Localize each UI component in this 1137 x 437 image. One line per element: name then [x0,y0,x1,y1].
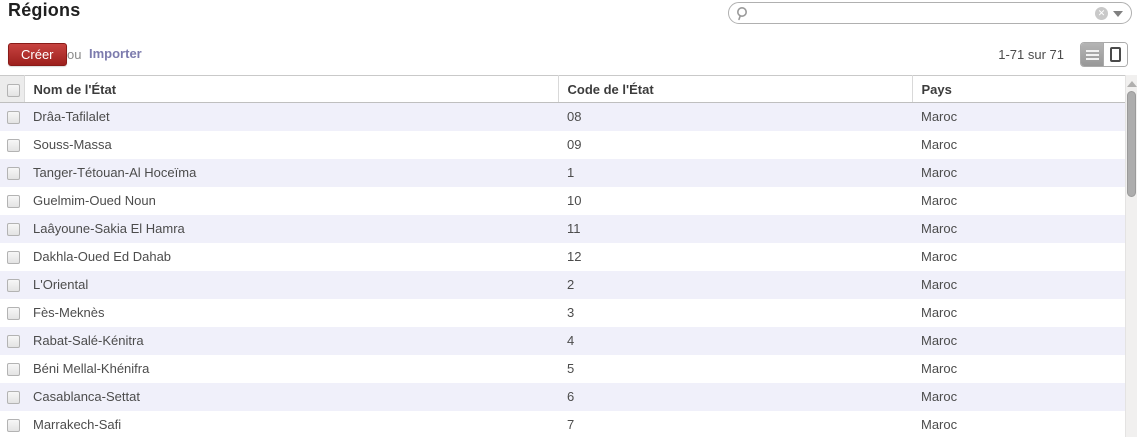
table-row[interactable]: Fès-Meknès 3 Maroc [0,299,1125,327]
cell-country[interactable]: Maroc [921,221,958,236]
table-row[interactable]: Casablanca-Settat 6 Maroc [0,382,1125,411]
table-row[interactable]: Tanger-Tétouan-Al Hoceïma 1 Maroc [0,158,1125,187]
row-checkbox[interactable] [7,391,20,405]
row-checkbox[interactable] [7,335,20,349]
form-view-button[interactable] [1104,43,1127,66]
table-row[interactable]: Rabat-Salé-Kénitra 4 Maroc [0,326,1125,355]
table-header-row: Nom de l'État Code de l'État Pays [0,75,1125,103]
cell-code[interactable]: 10 [567,193,582,208]
cell-country[interactable]: Maroc [921,249,958,264]
table-row[interactable]: Souss-Massa 09 Maroc [0,131,1125,159]
column-header-code[interactable]: Code de l'État [557,75,912,103]
row-checkbox[interactable] [7,111,20,125]
cell-country[interactable]: Maroc [921,165,958,180]
clear-search-icon[interactable]: ✕ [1095,6,1108,20]
cell-name[interactable]: Casablanca-Settat [33,389,140,404]
cell-name[interactable]: Guelmim-Oued Noun [33,193,156,208]
cell-country[interactable]: Maroc [921,137,958,152]
cell-code[interactable]: 08 [567,109,582,125]
list-view-icon [1085,49,1099,60]
cell-code[interactable]: 11 [567,221,581,236]
column-header-nom[interactable]: Nom de l'État [23,75,558,103]
cell-country[interactable]: Maroc [921,193,958,208]
cell-code[interactable]: 3 [567,305,575,320]
row-checkbox[interactable] [7,223,20,237]
cell-code[interactable]: 09 [567,137,582,152]
row-checkbox[interactable] [7,279,20,293]
cell-country[interactable]: Maroc [921,333,958,348]
cell-name[interactable]: Laâyoune-Sakia El Hamra [33,221,185,236]
cell-code[interactable]: 1 [567,165,575,180]
row-checkbox[interactable] [7,167,20,181]
cell-country[interactable]: Maroc [921,361,958,376]
list-table: Nom de l'État Code de l'État Pays Drâa-T… [0,75,1125,437]
column-header-pays[interactable]: Pays [911,75,1125,103]
row-checkbox[interactable] [7,307,20,321]
form-view-icon [1110,47,1121,62]
cell-code[interactable]: 4 [567,333,575,348]
search-icon [737,6,747,20]
view-switcher [1080,42,1128,67]
table-row[interactable]: Marrakech-Safi 7 Maroc [0,411,1125,437]
cell-name[interactable]: Marrakech-Safi [33,417,122,432]
cell-name[interactable]: Tanger-Tétouan-Al Hoceïma [33,165,197,180]
cell-name[interactable]: Drâa-Tafilalet [33,109,110,125]
search-options-caret-icon[interactable] [1113,11,1123,17]
cell-country[interactable]: Maroc [921,305,958,320]
scrollbar-thumb[interactable] [1127,91,1136,197]
row-checkbox[interactable] [7,195,20,209]
vertical-scrollbar[interactable] [1125,75,1137,437]
cell-code[interactable]: 7 [567,417,575,432]
row-checkbox[interactable] [7,139,20,153]
create-button[interactable]: Créer [8,43,67,66]
table-row[interactable]: Drâa-Tafilalet 08 Maroc [0,102,1125,131]
import-link[interactable]: Importer [89,46,142,61]
scrollbar-up-icon[interactable] [1127,81,1137,87]
row-checkbox[interactable] [7,363,20,377]
cell-name[interactable]: Fès-Meknès [33,305,105,320]
cell-code[interactable]: 2 [567,277,575,292]
cell-country[interactable]: Maroc [921,109,958,125]
cell-code[interactable]: 5 [567,361,575,376]
or-label: ou [67,47,82,62]
search-bar[interactable]: ✕ [728,2,1132,24]
table-row[interactable]: Béni Mellal-Khénifra 5 Maroc [0,355,1125,383]
table-row[interactable]: Dakhla-Oued Ed Dahab 12 Maroc [0,243,1125,271]
control-row: Créer ou Importer 1-71 sur 71 [0,42,1137,68]
cell-name[interactable]: Rabat-Salé-Kénitra [33,333,144,348]
row-checkbox[interactable] [7,251,20,265]
cell-name[interactable]: L'Oriental [33,277,89,292]
pager-range: 1-71 sur 71 [998,47,1064,62]
cell-name[interactable]: Dakhla-Oued Ed Dahab [33,249,172,264]
cell-code[interactable]: 6 [567,389,575,404]
cell-code[interactable]: 12 [567,249,582,264]
cell-name[interactable]: Souss-Massa [33,137,112,152]
list-view-button[interactable] [1081,43,1104,66]
row-checkbox[interactable] [7,419,20,433]
search-input[interactable] [750,5,1095,21]
cell-country[interactable]: Maroc [921,277,958,292]
cell-country[interactable]: Maroc [921,417,958,432]
cell-name[interactable]: Béni Mellal-Khénifra [33,361,150,376]
page-title: Régions [8,0,81,20]
table-row[interactable]: L'Oriental 2 Maroc [0,270,1125,299]
table-body: Drâa-Tafilalet 08 Maroc Souss-Massa 09 M… [0,102,1125,437]
table-row[interactable]: Laâyoune-Sakia El Hamra 11 Maroc [0,214,1125,243]
table-row[interactable]: Guelmim-Oued Noun 10 Maroc [0,187,1125,215]
cell-country[interactable]: Maroc [921,389,958,404]
select-all-checkbox[interactable] [7,83,20,97]
